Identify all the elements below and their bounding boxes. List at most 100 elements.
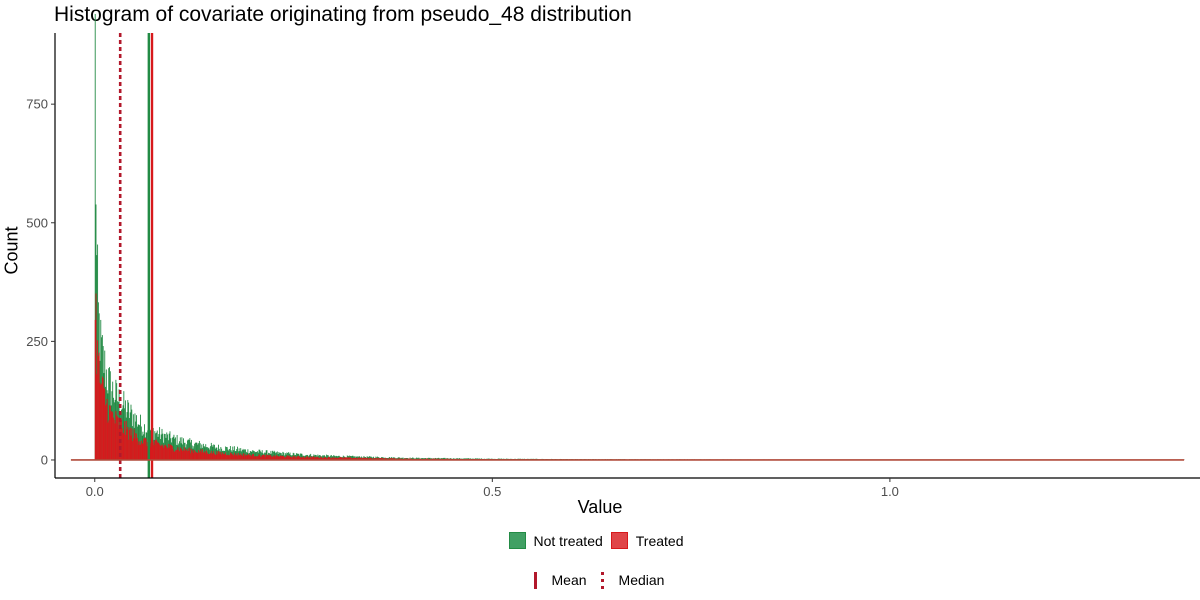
not-treated-bar-30 xyxy=(118,389,120,460)
treated-bar-258 xyxy=(299,457,301,460)
treated-bar-365 xyxy=(384,457,386,460)
not-treated-bar-98 xyxy=(172,436,174,460)
treated-bar-230 xyxy=(277,456,279,460)
treated-bar-280 xyxy=(317,456,319,460)
treated-bar-7 xyxy=(100,384,102,460)
treated-bar-114 xyxy=(185,449,187,460)
treated-bar-183 xyxy=(240,453,242,460)
treated-bar-253 xyxy=(295,457,297,460)
treated-bar-318 xyxy=(347,458,349,460)
treated-bar-156 xyxy=(218,451,220,460)
treated-bar-69 xyxy=(149,443,151,460)
treated-bar-248 xyxy=(291,457,293,460)
treated-bar-89 xyxy=(165,445,167,460)
treated-bar-28 xyxy=(117,416,118,460)
not-treated-bar-456 xyxy=(457,458,459,460)
treated-bar-131 xyxy=(198,452,200,460)
treated-bar-273 xyxy=(311,457,313,460)
treated-bar-199 xyxy=(252,453,254,460)
treated-bar-116 xyxy=(186,451,188,460)
treated-bar-259 xyxy=(300,456,302,460)
treated-bar-43 xyxy=(128,429,130,460)
treated-bar-63 xyxy=(144,438,146,460)
treated-bar-55 xyxy=(138,444,140,460)
y-axis-label: Count xyxy=(1,226,22,275)
not-treated-bar-111 xyxy=(183,438,184,460)
treated-bar-54 xyxy=(137,441,139,460)
treated-bar-211 xyxy=(262,455,264,460)
treated-bar-163 xyxy=(224,454,226,460)
not-treated-bar-387 xyxy=(402,457,404,460)
not-treated-bar-201 xyxy=(254,452,256,460)
not-treated-bar-335 xyxy=(361,456,363,460)
treated-bars xyxy=(94,293,1185,460)
treated-bar-343 xyxy=(367,458,369,460)
treated-bar-292 xyxy=(326,458,328,460)
not-treated-bar-297 xyxy=(330,455,332,460)
legend-swatch-treated xyxy=(610,532,628,549)
not-treated-bar-440 xyxy=(444,457,446,460)
treated-bar-20 xyxy=(110,411,112,460)
treated-bar-137 xyxy=(203,452,205,460)
treated-bar-50 xyxy=(134,432,136,460)
not-treated-bar-109 xyxy=(181,437,183,460)
not-treated-bar-128 xyxy=(196,442,198,460)
treated-bar-85 xyxy=(162,444,164,460)
treated-bar-164 xyxy=(225,452,227,460)
treated-bar-184 xyxy=(241,454,242,460)
treated-bar-16 xyxy=(107,422,109,460)
not-treated-bar-152 xyxy=(215,447,217,460)
treated-bar-30 xyxy=(118,428,120,460)
treated-bar-231 xyxy=(278,456,280,460)
treated-bar-303 xyxy=(335,457,337,460)
treated-bar-168 xyxy=(228,455,230,460)
treated-bar-269 xyxy=(308,456,310,460)
not-treated-bar-464 xyxy=(463,458,465,460)
treated-bar-270 xyxy=(309,457,311,460)
treated-bar-338 xyxy=(363,458,365,460)
treated-bar-191 xyxy=(246,454,248,460)
treated-bar-151 xyxy=(214,454,216,460)
treated-bar-356 xyxy=(377,457,379,460)
treated-bar-324 xyxy=(352,457,354,460)
treated-bar-262 xyxy=(303,456,304,460)
not-treated-bar-400 xyxy=(412,457,414,460)
treated-bar-309 xyxy=(340,457,342,460)
treated-bar-215 xyxy=(265,454,267,460)
treated-bar-185 xyxy=(241,456,243,460)
treated-bar-218 xyxy=(268,455,269,460)
treated-bar-347 xyxy=(370,458,372,460)
treated-bar-105 xyxy=(178,449,180,460)
treated-bar-321 xyxy=(350,457,351,460)
not-treated-bar-116 xyxy=(186,440,188,460)
not-treated-bar-239 xyxy=(284,453,286,460)
treated-bar-128 xyxy=(196,452,198,460)
not-treated-bar-99 xyxy=(173,434,175,460)
treated-bar-171 xyxy=(230,452,232,460)
not-treated-bar-204 xyxy=(256,451,258,460)
treated-bar-278 xyxy=(315,457,317,460)
treated-bar-13 xyxy=(105,405,106,460)
treated-bar-362 xyxy=(382,458,384,460)
treated-bar-15 xyxy=(106,398,108,460)
treated-bar-226 xyxy=(274,456,276,460)
treated-bar-2 xyxy=(96,374,98,460)
treated-bar-150 xyxy=(214,453,215,460)
treated-bar-327 xyxy=(354,457,356,460)
not-treated-bar-411 xyxy=(421,457,423,460)
not-treated-bar-301 xyxy=(334,455,335,460)
treated-bar-118 xyxy=(188,450,190,460)
treated-bar-29 xyxy=(117,417,119,460)
treated-bar-289 xyxy=(324,457,326,460)
treated-bar-12 xyxy=(104,389,106,460)
treated-bar-177 xyxy=(235,455,237,460)
not-treated-bar-124 xyxy=(193,446,195,460)
treated-bar-274 xyxy=(312,456,314,460)
treated-bar-361 xyxy=(381,458,383,460)
not-treated-bar-420 xyxy=(428,457,430,460)
treated-bar-252 xyxy=(295,456,297,460)
treated-bar-196 xyxy=(250,456,252,460)
treated-bar-154 xyxy=(217,453,219,460)
not-treated-bar-292 xyxy=(326,455,328,460)
not-treated-bar-209 xyxy=(260,452,262,460)
